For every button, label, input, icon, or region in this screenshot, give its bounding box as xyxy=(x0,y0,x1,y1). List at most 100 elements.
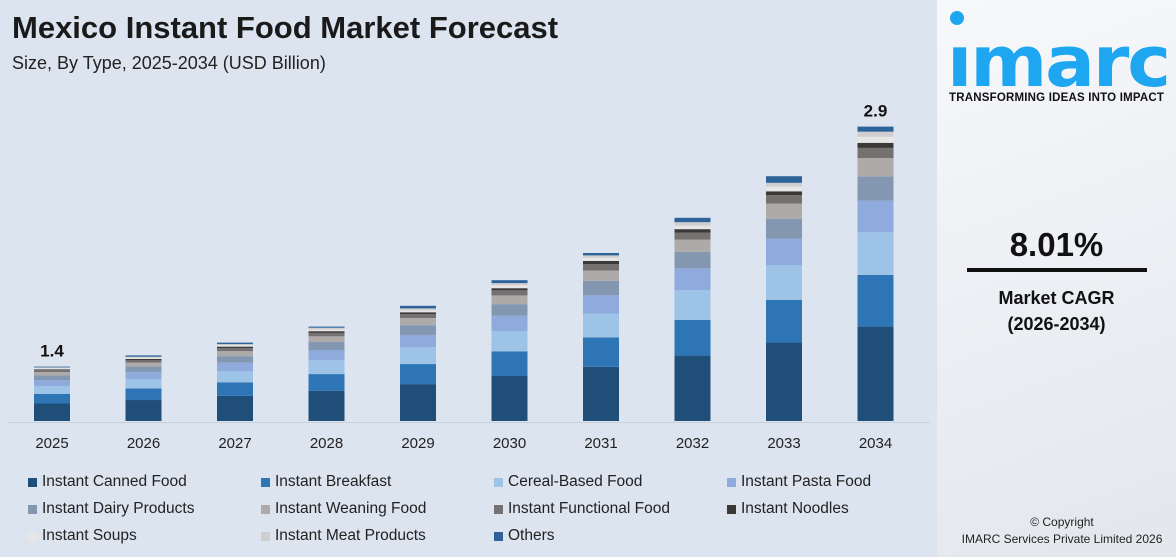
legend-item: Instant Canned Food xyxy=(28,473,187,491)
bar-segment-instant-weaning-food-2033 xyxy=(766,203,802,219)
bar-segment-instant-canned-food-2028 xyxy=(308,390,345,421)
legend-item: Others xyxy=(494,527,555,545)
bar-segment-cereal-based-food-2027 xyxy=(217,371,253,383)
bar-segment-instant-functional-food-2032 xyxy=(674,232,711,240)
legend-swatch xyxy=(494,477,503,487)
stacked-bar-chart: 2025 1.4 2026 2027 2028 2029 2030 2031 2032 2033 2… xyxy=(8,102,930,452)
bar-segment-instant-pasta-food-2030 xyxy=(491,315,528,332)
bar-segment-instant-meat-products-2025 xyxy=(34,367,70,369)
bar-segment-instant-meat-products-2027 xyxy=(217,344,253,346)
bar-segment-instant-dairy-products-2034 xyxy=(857,176,894,201)
tagline: TRANSFORMING IDEAS INTO IMPACT xyxy=(949,92,1165,104)
legend-label: Instant Noodles xyxy=(741,500,849,517)
bar-segment-others-2027 xyxy=(217,342,253,345)
chart-panel: Mexico Instant Food Market Forecast Size… xyxy=(8,10,930,545)
bar-segment-instant-soups-2033 xyxy=(766,186,802,192)
legend-label: Instant Weaning Food xyxy=(275,500,427,517)
bar-segment-instant-dairy-products-2030 xyxy=(491,304,528,316)
bar-segment-instant-canned-food-2025 xyxy=(34,403,70,421)
cagr-label: Market CAGR (2026-2034) xyxy=(937,285,1176,337)
legend-swatch xyxy=(261,477,270,487)
legend-label: Others xyxy=(508,527,555,544)
legend-swatch xyxy=(727,477,736,487)
bar-segment-instant-soups-2031 xyxy=(583,257,619,261)
bar-segment-instant-canned-food-2031 xyxy=(583,366,619,421)
x-tick-label: 2034 xyxy=(859,435,892,452)
legend-item: Instant Pasta Food xyxy=(727,473,871,491)
bar-segment-cereal-based-food-2033 xyxy=(766,265,802,301)
legend-swatch xyxy=(28,504,37,514)
x-tick-label: 2028 xyxy=(310,435,343,452)
bar-segment-others-2029 xyxy=(400,305,436,309)
bar-segment-instant-pasta-food-2026 xyxy=(125,371,162,380)
bar-segment-instant-soups-2027 xyxy=(217,345,253,347)
bar-segment-instant-meat-products-2034 xyxy=(857,131,894,137)
legend-label: Instant Pasta Food xyxy=(741,473,872,490)
cagr-value: 8.01% xyxy=(1009,226,1104,263)
bar-segment-others-2033 xyxy=(766,176,802,183)
bar-segment-instant-breakfast-2030 xyxy=(491,351,528,377)
bar-segment-instant-breakfast-2031 xyxy=(583,337,619,367)
bar-segment-instant-dairy-products-2026 xyxy=(125,366,162,372)
bar-segment-instant-pasta-food-2031 xyxy=(583,295,619,314)
bar-segment-instant-dairy-products-2028 xyxy=(308,342,345,351)
bar-segment-instant-weaning-food-2028 xyxy=(308,336,345,343)
legend-label: Instant Canned Food xyxy=(42,473,187,490)
bar-segment-instant-pasta-food-2027 xyxy=(217,362,253,372)
total-label: 2.9 xyxy=(864,102,888,121)
bar-segment-others-2034 xyxy=(857,126,894,132)
bar-segment-instant-functional-food-2034 xyxy=(857,147,894,159)
bar-segment-instant-noodles-2033 xyxy=(766,191,802,196)
x-tick-label: 2026 xyxy=(127,435,160,452)
bar-segment-cereal-based-food-2029 xyxy=(400,347,436,365)
copyright-line1: © Copyright xyxy=(1030,515,1094,529)
bar-segment-cereal-based-food-2030 xyxy=(491,331,528,352)
bar-segment-instant-functional-food-2030 xyxy=(491,290,528,296)
bar-segment-instant-functional-food-2025 xyxy=(34,370,70,373)
bar-segment-instant-breakfast-2028 xyxy=(308,374,345,391)
bar-segment-others-2025 xyxy=(34,366,70,368)
legend-swatch xyxy=(28,531,37,541)
legend-swatch xyxy=(261,504,270,514)
bar-segment-instant-meat-products-2033 xyxy=(766,182,802,187)
bar-segment-instant-canned-food-2033 xyxy=(766,342,802,421)
bar-segment-instant-breakfast-2029 xyxy=(400,364,436,385)
legend-label: Instant Meat Products xyxy=(275,527,426,544)
bar-segment-instant-canned-food-2026 xyxy=(125,400,162,421)
bar-segment-instant-canned-food-2027 xyxy=(217,395,253,421)
bar-segment-instant-functional-food-2027 xyxy=(217,348,253,352)
bar-segment-cereal-based-food-2034 xyxy=(857,232,894,275)
bar-segment-instant-noodles-2030 xyxy=(491,288,528,291)
chart-title: Mexico Instant Food Market Forecast xyxy=(12,10,559,45)
bar-segment-instant-soups-2028 xyxy=(308,329,345,332)
bar-segment-instant-meat-products-2032 xyxy=(674,222,711,226)
bar-segment-instant-pasta-food-2028 xyxy=(308,350,345,361)
copyright: © Copyright IMARC Services Private Limit… xyxy=(937,514,1176,548)
copyright-line2: IMARC Services Private Limited 2026 xyxy=(961,532,1163,546)
bar-segment-instant-functional-food-2029 xyxy=(400,314,436,319)
bar-segment-instant-pasta-food-2033 xyxy=(766,238,802,266)
bar-segment-instant-weaning-food-2032 xyxy=(674,239,711,252)
bar-segment-instant-soups-2026 xyxy=(125,357,162,359)
bar-segment-instant-canned-food-2034 xyxy=(857,326,894,421)
bar-segment-instant-dairy-products-2031 xyxy=(583,280,619,296)
bar-segment-instant-noodles-2028 xyxy=(308,331,345,333)
bar-segment-instant-meat-products-2030 xyxy=(491,283,528,286)
legend-swatch xyxy=(28,477,37,487)
bar-segment-instant-canned-food-2029 xyxy=(400,384,436,421)
imarc-logo: ımarc xyxy=(947,11,1171,93)
x-tick-label: 2031 xyxy=(584,435,617,452)
bar-segment-instant-meat-products-2029 xyxy=(400,308,436,311)
bar-segment-instant-noodles-2031 xyxy=(583,260,619,265)
bar-segment-others-2032 xyxy=(674,217,711,223)
bar-segment-instant-weaning-food-2034 xyxy=(857,158,894,177)
bar-segment-instant-weaning-food-2025 xyxy=(34,372,70,376)
legend-label: Instant Dairy Products xyxy=(42,500,195,517)
bar-segment-instant-pasta-food-2034 xyxy=(857,200,894,233)
bar-segment-instant-pasta-food-2029 xyxy=(400,334,436,348)
bar-segment-instant-functional-food-2028 xyxy=(308,332,345,337)
bar-segment-instant-weaning-food-2026 xyxy=(125,362,162,367)
x-tick-label: 2027 xyxy=(218,435,251,452)
bar-segment-others-2031 xyxy=(583,253,619,256)
bar-segment-instant-noodles-2027 xyxy=(217,346,253,349)
